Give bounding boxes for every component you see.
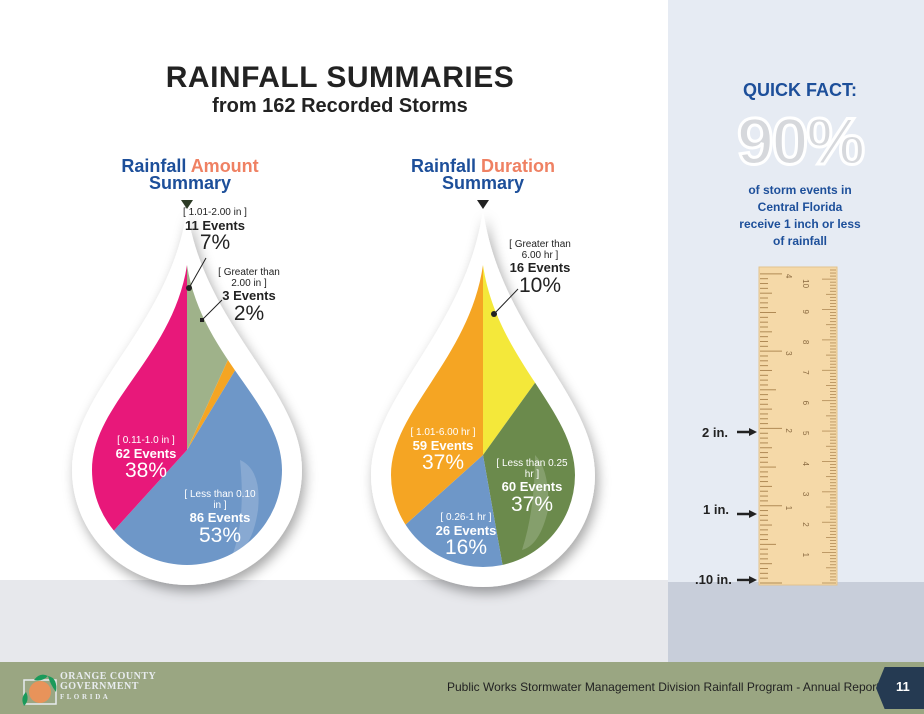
slice-range: [ Greater than 2.00 in ] xyxy=(214,268,284,289)
quick-fact-line: of rainfall xyxy=(720,233,880,250)
duration-label-16pct: [ 0.26-1 hr ] 26 Events 16% xyxy=(426,513,506,559)
slice-range: [ Less than 0.10 in ] xyxy=(180,490,260,511)
ruler-inch-label: 1 xyxy=(784,506,793,511)
ruler-cm-label: 4 xyxy=(801,461,810,466)
amount-label-2pct: [ Greater than 2.00 in ] 3 Events 2% xyxy=(214,268,284,325)
quick-fact-heading: QUICK FACT: xyxy=(700,80,900,101)
logo-line: GOVERNMENT xyxy=(60,682,156,692)
slice-percent: 38% xyxy=(108,460,184,482)
amount-label-7pct: [ 1.01-2.00 in ] 11 Events 7% xyxy=(170,208,260,254)
ruler-cm-label: 10 xyxy=(801,279,810,288)
logo-text: ORANGE COUNTY GOVERNMENT F L O R I D A xyxy=(60,672,156,702)
page-number: 11 xyxy=(896,679,910,694)
duration-pointer-icon xyxy=(477,200,489,209)
amount-dot-7pct xyxy=(186,285,192,291)
slice-events: 11 Events xyxy=(170,219,260,233)
ruler-inch-label: 3 xyxy=(784,351,793,356)
amount-label-38pct: [ 0.11-1.0 in ] 62 Events 38% xyxy=(108,436,184,482)
slice-events: 86 Events xyxy=(180,511,260,525)
report-page: RAINFALL SUMMARIES from 162 Recorded Sto… xyxy=(0,0,924,714)
slice-range: [ Less than 0.25 hr ] xyxy=(492,459,572,480)
ruler-cm-label: 2 xyxy=(801,522,810,527)
ruler-inch-label: 4 xyxy=(784,274,793,279)
page-number-tab: 11 xyxy=(876,667,924,709)
slice-percent: 10% xyxy=(500,275,580,297)
quick-fact-text: of storm events in Central Florida recei… xyxy=(720,182,880,250)
slice-events: 60 Events xyxy=(492,480,572,494)
amount-label-53pct: [ Less than 0.10 in ] 86 Events 53% xyxy=(180,490,260,547)
wave-crests xyxy=(0,560,668,580)
slice-percent: 53% xyxy=(180,525,260,547)
duration-label-1to6hr: [ 1.01-6.00 hr ] 59 Events 37% xyxy=(402,428,484,474)
slice-events: 59 Events xyxy=(402,439,484,453)
ruler-marker-010in: .10 in. xyxy=(695,572,732,587)
slice-events: 16 Events xyxy=(500,261,580,275)
slice-range: [ 0.11-1.0 in ] xyxy=(108,436,184,447)
ruler-cm-label: 7 xyxy=(801,370,810,375)
quick-fact-line: Central Florida xyxy=(720,199,880,216)
arrow-head-icon xyxy=(749,510,757,518)
ruler-marker-1in: 1 in. xyxy=(703,502,729,517)
ruler: 1 2 3 4 1 2 3 4 5 6 7 8 9 10 xyxy=(737,267,837,585)
orange-icon xyxy=(29,681,51,703)
slice-percent: 37% xyxy=(402,452,484,474)
ruler-marker-2in: 2 in. xyxy=(702,425,728,440)
slice-percent: 2% xyxy=(214,303,284,325)
ruler-cm-label: 6 xyxy=(801,401,810,406)
quick-fact-line: receive 1 inch or less xyxy=(720,216,880,233)
arrow-head-icon xyxy=(749,576,757,584)
quick-fact-line: of storm events in xyxy=(720,182,880,199)
slice-events: 26 Events xyxy=(426,524,506,538)
slice-events: 62 Events xyxy=(108,447,184,461)
ruler-cm-label: 5 xyxy=(801,431,810,436)
ruler-cm-label: 8 xyxy=(801,340,810,345)
duration-label-10pct: [ Greater than 6.00 hr ] 16 Events 10% xyxy=(500,240,580,297)
duration-label-lt025hr: [ Less than 0.25 hr ] 60 Events 37% xyxy=(492,459,572,516)
ruler-cm-label: 1 xyxy=(801,553,810,558)
ruler-inch-label: 2 xyxy=(784,428,793,433)
duration-dot-10pct xyxy=(491,311,497,317)
ruler-cm-label: 9 xyxy=(801,310,810,315)
slice-range: [ 0.26-1 hr ] xyxy=(426,513,506,524)
slice-range: [ 1.01-2.00 in ] xyxy=(170,208,260,219)
ruler-body xyxy=(759,267,837,585)
slice-range: [ Greater than 6.00 hr ] xyxy=(500,240,580,261)
logo-line: F L O R I D A xyxy=(60,692,156,702)
ruler-cm-label: 3 xyxy=(801,492,810,497)
slice-percent: 7% xyxy=(170,232,260,254)
amount-dot-2pct xyxy=(200,318,204,322)
footer-report-title: Public Works Stormwater Management Divis… xyxy=(447,680,910,694)
slice-range: [ 1.01-6.00 hr ] xyxy=(402,428,484,439)
slice-percent: 16% xyxy=(426,537,506,559)
quick-fact-value: 90% xyxy=(700,103,900,179)
slice-events: 3 Events xyxy=(214,289,284,303)
arrow-head-icon xyxy=(749,428,757,436)
